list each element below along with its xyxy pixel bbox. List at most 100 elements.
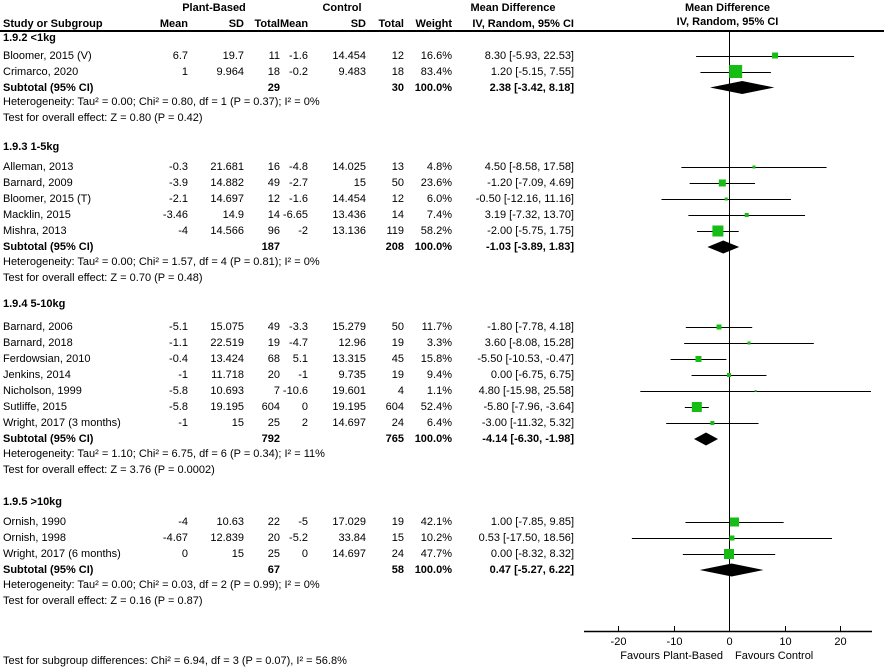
column-header-row: Study or Subgroup Mean SD Total Mean SD … (0, 16, 574, 31)
study-name: Ferdowsian, 2010 (3, 353, 91, 365)
control-mean: -0.2 (289, 65, 308, 78)
study-row: Macklin, 2015 -3.46 14.9 14 -6.65 13.436 14 7.4… (0, 208, 574, 223)
column-header-pb-mean: Mean (159, 17, 188, 30)
pb-total: 19 (267, 337, 280, 349)
pb-sd: 13.424 (210, 353, 244, 365)
pb-total: 49 (267, 177, 280, 189)
control-total: 45 (391, 353, 404, 365)
weight-value: 9.4% (426, 369, 452, 381)
ci-value: 1.00 [-7.85, 9.85] (490, 516, 574, 528)
ci-value: 0.47 [-5.27, 6.22] (489, 564, 574, 576)
pb-sd: 21.681 (210, 161, 244, 173)
pb-mean: 6.7 (172, 49, 188, 62)
control-total: 119 (386, 225, 404, 237)
ci-value: -1.20 [-7.09, 4.69] (487, 177, 574, 189)
subgroup-title: 1.9.5 >10kg (3, 495, 63, 508)
control-total: 12 (391, 193, 404, 205)
control-total: 18 (391, 65, 404, 78)
subtotal-row: Subtotal (95% CI) 187 208 100.0% -1.03 [-3.8… (0, 240, 574, 255)
control-total: 12 (391, 49, 404, 62)
control-mean: 5.1 (292, 353, 308, 365)
ci-value: -1.80 [-7.78, 4.18] (487, 321, 574, 333)
effect-square (724, 549, 734, 559)
weight-value: 100.0% (414, 564, 452, 576)
weight-value: 7.4% (426, 209, 452, 221)
study-row: Jenkins, 2014 -1 11.718 20 -1 9.735 19 9.4% 0.00… (0, 368, 574, 383)
control-mean: -4.7 (289, 337, 308, 349)
weight-value: 58.2% (420, 225, 452, 237)
control-total: 765 (385, 433, 404, 445)
ci-value: 8.30 [-5.93, 22.53] (484, 49, 574, 62)
effect-square (691, 402, 702, 412)
study-row: Wright, 2017 (3 months) -1 15 25 2 14.697 24 6.… (0, 416, 574, 431)
pb-sd: 11.718 (211, 369, 244, 381)
plot-header-method: IV, Random, 95% CI (676, 16, 779, 28)
heterogeneity-text: Heterogeneity: Tau² = 1.10; Chi² = 6.75,… (3, 447, 325, 460)
study-name: Nicholson, 1999 (3, 385, 82, 397)
weight-value: 16.6% (420, 49, 452, 62)
pb-mean: -3.9 (169, 177, 188, 189)
effect-square (744, 213, 749, 217)
pb-total: 29 (267, 81, 280, 94)
control-mean: 0 (301, 401, 308, 413)
column-header-study: Study or Subgroup (3, 17, 103, 30)
control-mean: 2 (301, 417, 308, 429)
control-mean: 0 (301, 548, 308, 560)
pb-mean: -0.3 (169, 161, 188, 173)
study-name: Bloomer, 2015 (T) (3, 193, 92, 205)
heterogeneity-text: Heterogeneity: Tau² = 0.00; Chi² = 0.80,… (3, 96, 320, 108)
pb-sd: 15 (231, 417, 244, 429)
study-row: Sutliffe, 2015 -5.8 19.195 604 0 19.195 604 52.… (0, 400, 574, 415)
control-sd: 33.84 (338, 532, 366, 544)
overall-effect-text: Test for overall effect: Z = 0.70 (P = 0… (3, 271, 203, 284)
control-mean: -1.6 (289, 49, 308, 62)
effect-square (754, 390, 757, 392)
pb-sd: 14.9 (222, 209, 244, 221)
column-header-c-total: Total (378, 17, 404, 30)
effect-square (772, 52, 779, 59)
ci-value: 0.00 [-6.75, 6.75] (490, 369, 574, 381)
ci-value: 4.80 [-15.98, 25.58] (478, 385, 574, 397)
pb-mean: 1 (181, 65, 188, 78)
pb-total: 16 (267, 161, 280, 173)
study-name: Wright, 2017 (3 months) (3, 417, 121, 429)
control-total: 24 (391, 417, 404, 429)
control-mean: -10.6 (282, 385, 308, 397)
pb-total: 604 (261, 401, 280, 413)
study-row: Nicholson, 1999 -5.8 10.693 7 -10.6 19.601 4 1.… (0, 384, 574, 399)
control-mean: -5 (298, 516, 308, 528)
effect-square (730, 517, 740, 527)
header-divider (0, 30, 884, 32)
study-row: Barnard, 2006 -5.1 15.075 49 -3.3 15.279 50 11.… (0, 320, 574, 335)
pb-mean: 0 (181, 548, 188, 560)
control-total: 50 (391, 177, 404, 189)
weight-value: 10.2% (420, 532, 452, 544)
control-total: 4 (397, 385, 404, 397)
control-mean: -6.65 (282, 209, 308, 221)
pb-mean: -3.46 (162, 209, 188, 221)
control-mean: -2 (298, 225, 308, 237)
pb-total: 20 (267, 369, 280, 381)
pb-total: 187 (261, 241, 280, 253)
study-row: Ornish, 1998 -4.67 12.839 20 -5.2 33.84 15 10.2… (0, 531, 574, 546)
weight-value: 100.0% (414, 81, 452, 94)
subtotal-row: Subtotal (95% CI) 67 58 100.0% 0.47 [-5.27, … (0, 563, 574, 578)
pb-mean: -5.8 (169, 401, 188, 413)
plot-header-mean-difference: Mean Difference (685, 2, 770, 14)
pb-total: 96 (267, 225, 280, 237)
pb-sd: 14.697 (210, 193, 244, 205)
pb-total: 18 (267, 65, 280, 78)
effect-square (752, 165, 756, 169)
control-sd: 14.454 (332, 193, 366, 205)
control-total: 19 (391, 516, 404, 528)
heterogeneity-text: Heterogeneity: Tau² = 0.00; Chi² = 1.57,… (3, 255, 320, 268)
group-header-plant-based: Plant-Based (182, 2, 246, 14)
pb-mean: -1.1 (169, 337, 188, 349)
overall-effect-text: Test for overall effect: Z = 0.16 (P = 0… (3, 594, 203, 607)
pb-total: 12 (267, 193, 280, 205)
axis-tick-label: 20 (834, 636, 846, 648)
effect-square (747, 341, 751, 345)
weight-value: 23.6% (420, 177, 452, 189)
subtotal-diamond (707, 240, 740, 254)
